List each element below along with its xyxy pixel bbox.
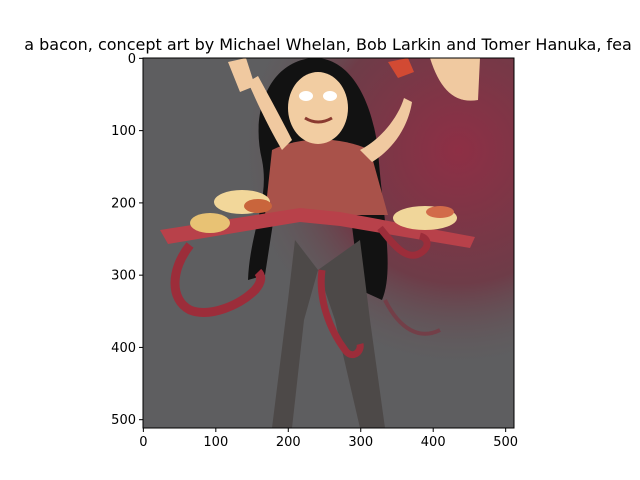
y-tick-label: 300 [111, 269, 136, 284]
y-tick-label: 200 [111, 196, 136, 211]
y-tick-label: 0 [128, 52, 136, 67]
y-tick-label: 100 [111, 124, 136, 139]
y-tick-label: 500 [111, 413, 136, 428]
chart-title: a bacon, concept art by Michael Whelan, … [24, 35, 632, 54]
x-tick-label: 500 [493, 435, 518, 450]
axes-frame [142, 57, 515, 429]
generated-artwork-image [143, 58, 514, 428]
x-tick-label: 400 [421, 435, 446, 450]
y-axis-ticks: 0 100 200 300 400 500 [111, 52, 143, 428]
x-tick-label: 200 [276, 435, 301, 450]
x-tick-label: 300 [348, 435, 373, 450]
y-tick-label: 400 [111, 341, 136, 356]
x-tick-label: 0 [139, 435, 147, 450]
x-tick-label: 100 [203, 435, 228, 450]
x-axis-ticks: 0 100 200 300 400 500 [139, 428, 518, 450]
